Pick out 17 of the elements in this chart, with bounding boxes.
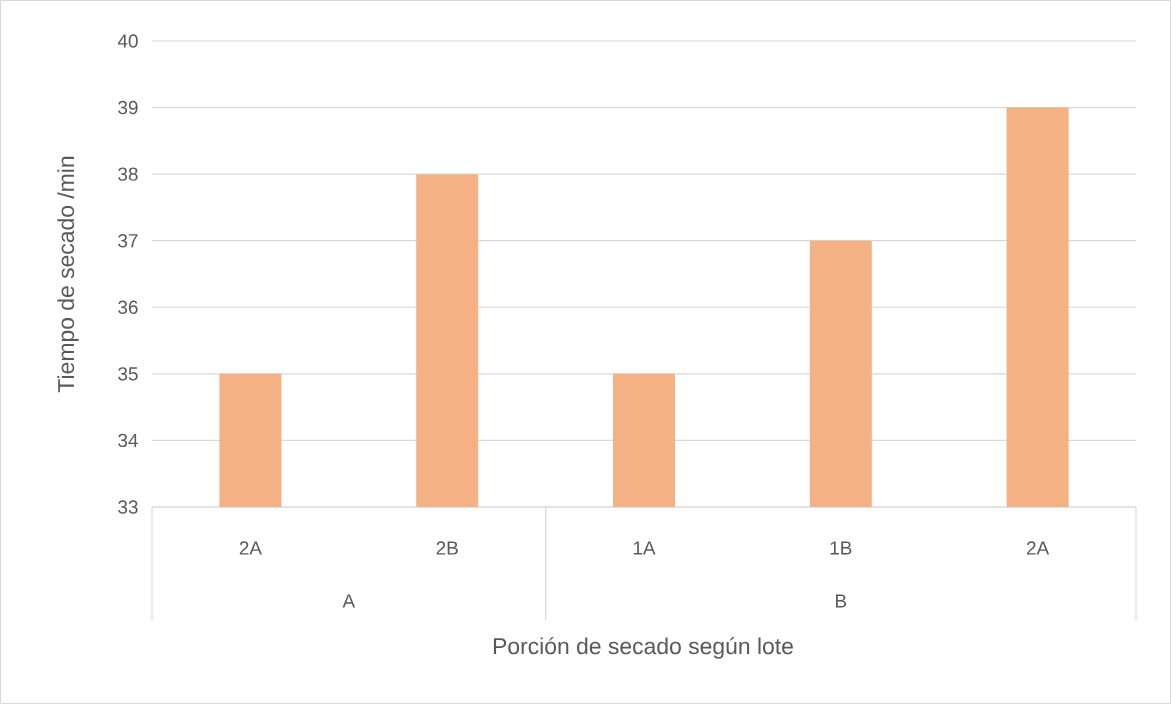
text: A <box>342 594 356 608</box>
y-tick-label: 34 <box>118 433 138 448</box>
x-tick-label: 2A <box>239 541 262 555</box>
y-tick-label: 35 <box>118 367 138 381</box>
y-axis-title: Tiempo de secado /min <box>57 156 79 393</box>
x-tick-label: 1A <box>633 541 656 555</box>
x-tick-label: 2B <box>436 541 458 555</box>
y-tick-label: 38 <box>118 167 138 181</box>
y-tick-label: 39 <box>118 100 138 115</box>
x-tick-label: 1B <box>830 541 852 555</box>
x-tick-label: 2A <box>1026 541 1050 555</box>
y-tick-label: 40 <box>117 34 138 48</box>
text: B <box>836 594 847 608</box>
y-tick-label: 37 <box>118 234 138 248</box>
x-axis-title: Porción de secado según lote <box>493 637 793 659</box>
y-tick-label: 36 <box>118 300 138 314</box>
y-tick-label: 33 <box>118 500 138 514</box>
